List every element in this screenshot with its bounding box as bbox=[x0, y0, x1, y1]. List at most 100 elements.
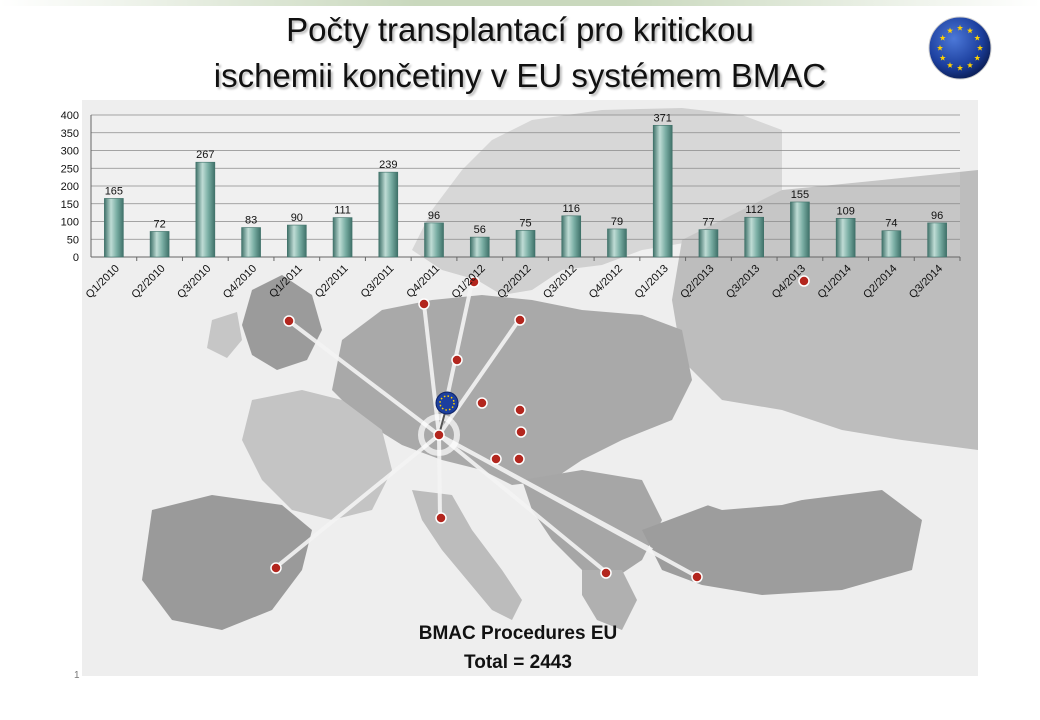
caption-total: Total = 2443 bbox=[464, 652, 572, 673]
bar bbox=[332, 217, 353, 258]
data-label: 371 bbox=[654, 112, 672, 124]
flag-star-icon bbox=[939, 54, 946, 61]
data-label: 83 bbox=[245, 215, 257, 227]
map-pin-icon bbox=[451, 354, 463, 366]
bar bbox=[469, 236, 490, 258]
bar bbox=[424, 222, 444, 258]
map-pin-icon bbox=[270, 562, 282, 574]
bar bbox=[378, 171, 399, 258]
data-label: 77 bbox=[702, 217, 714, 229]
map-region-greece bbox=[582, 570, 637, 630]
x-tick-label: Q1/2014 bbox=[815, 263, 853, 301]
bar bbox=[287, 224, 307, 258]
bar bbox=[835, 218, 856, 258]
bar bbox=[607, 228, 627, 258]
bar bbox=[744, 216, 764, 258]
flag-star-icon bbox=[966, 27, 974, 34]
map-pin-icon bbox=[600, 567, 612, 579]
bar bbox=[515, 230, 536, 258]
slide-title-line2: ischemii končetiny v EU systémem BMAC bbox=[213, 57, 827, 94]
x-tick-label: Q2/2010 bbox=[129, 263, 167, 301]
bar bbox=[561, 215, 582, 258]
x-tick-label: Q4/2013 bbox=[770, 263, 808, 301]
x-tick-label: Q3/2014 bbox=[907, 263, 945, 301]
data-label: 112 bbox=[745, 204, 763, 216]
y-tick-label: 300 bbox=[61, 146, 79, 158]
map-pin-icon bbox=[691, 571, 703, 583]
x-tick-label: Q1/2012 bbox=[450, 263, 488, 301]
bar-chart: 0 50 100 150 200 250 300 350 400 165 Q1/2010 72 Q2/2… bbox=[0, 0, 1040, 335]
data-label: 56 bbox=[474, 224, 486, 236]
data-label: 116 bbox=[562, 203, 580, 215]
map-region-uk bbox=[242, 275, 322, 370]
flag-star-icon bbox=[946, 27, 954, 34]
data-label: 75 bbox=[519, 217, 531, 229]
x-tick-label: Q4/2010 bbox=[221, 263, 259, 301]
y-tick-label: 350 bbox=[61, 128, 79, 140]
eu-flag-icon bbox=[927, 15, 993, 81]
map-region-iberia bbox=[142, 495, 312, 630]
y-tick-label: 200 bbox=[61, 181, 79, 193]
caption-procedures: BMAC Procedures EU bbox=[418, 623, 618, 644]
bar bbox=[195, 161, 216, 258]
map-region-scandinavia bbox=[412, 108, 782, 295]
x-tick-label: Q2/2012 bbox=[495, 263, 533, 301]
bar bbox=[698, 229, 719, 258]
map-pin-icon bbox=[435, 512, 447, 524]
slide-number: 1 bbox=[74, 670, 80, 681]
flag-star-icon bbox=[946, 62, 954, 68]
x-tick-label: Q3/2010 bbox=[175, 263, 213, 301]
flag-star-icon bbox=[974, 54, 981, 61]
data-label: 96 bbox=[931, 210, 943, 222]
data-label: 72 bbox=[153, 218, 165, 230]
data-label: 267 bbox=[196, 149, 214, 161]
map-region-ireland bbox=[207, 312, 242, 358]
bar bbox=[881, 230, 902, 258]
y-tick-label: 150 bbox=[61, 199, 79, 211]
flag-star-icon bbox=[936, 44, 944, 51]
map-pin-icon bbox=[515, 426, 527, 438]
x-tick-label: Q3/2013 bbox=[724, 263, 762, 301]
x-tick-label: Q4/2011 bbox=[404, 263, 442, 301]
map-pin-icon bbox=[798, 275, 810, 287]
x-tick-label: Q3/2012 bbox=[541, 263, 579, 301]
bar bbox=[790, 201, 810, 258]
y-tick-label: 100 bbox=[61, 217, 79, 229]
y-tick-label: 250 bbox=[61, 163, 79, 175]
data-label: 111 bbox=[334, 205, 351, 217]
map-pin-icon bbox=[476, 397, 488, 409]
x-tick-label: Q4/2012 bbox=[587, 263, 625, 301]
x-tick-label: Q1/2013 bbox=[633, 263, 671, 301]
bar-chart-svg: 0 50 100 150 200 250 300 350 400 165 Q1/2010 72 Q2/2… bbox=[61, 110, 961, 301]
data-label: 74 bbox=[885, 218, 897, 230]
header-accent-line bbox=[0, 0, 1040, 6]
map-pin-icon bbox=[513, 453, 525, 465]
x-tick-label: Q1/2010 bbox=[84, 263, 122, 301]
map-pin-icon bbox=[514, 314, 526, 326]
map-pin-icon bbox=[418, 298, 430, 310]
flag-star-icon bbox=[974, 34, 981, 41]
flag-star-icon bbox=[976, 44, 984, 51]
map-pin-icon bbox=[514, 404, 526, 416]
flag-star-icon bbox=[966, 62, 974, 68]
data-label: 239 bbox=[379, 159, 397, 171]
x-tick-label: Q2/2013 bbox=[678, 263, 716, 301]
x-tick-label: Q3/2011 bbox=[359, 263, 397, 301]
x-tick-label: Q1/2011 bbox=[267, 263, 305, 301]
map-pin-icon bbox=[468, 276, 480, 288]
flag-star-icon bbox=[956, 24, 964, 31]
data-label: 90 bbox=[291, 212, 303, 224]
x-tick-label: Q2/2014 bbox=[861, 263, 899, 301]
flag-star-icon bbox=[939, 34, 946, 41]
data-label: 155 bbox=[791, 189, 809, 201]
x-tick-label: Q2/2011 bbox=[313, 263, 351, 301]
bar bbox=[241, 227, 261, 258]
map-pin-icon bbox=[490, 453, 502, 465]
flag-star-icon bbox=[956, 64, 964, 71]
bar bbox=[927, 222, 947, 258]
data-label: 96 bbox=[428, 210, 440, 222]
data-label: 79 bbox=[611, 216, 623, 228]
y-tick-label: 0 bbox=[73, 252, 79, 264]
y-tick-label: 400 bbox=[61, 110, 79, 122]
bar bbox=[149, 231, 170, 258]
